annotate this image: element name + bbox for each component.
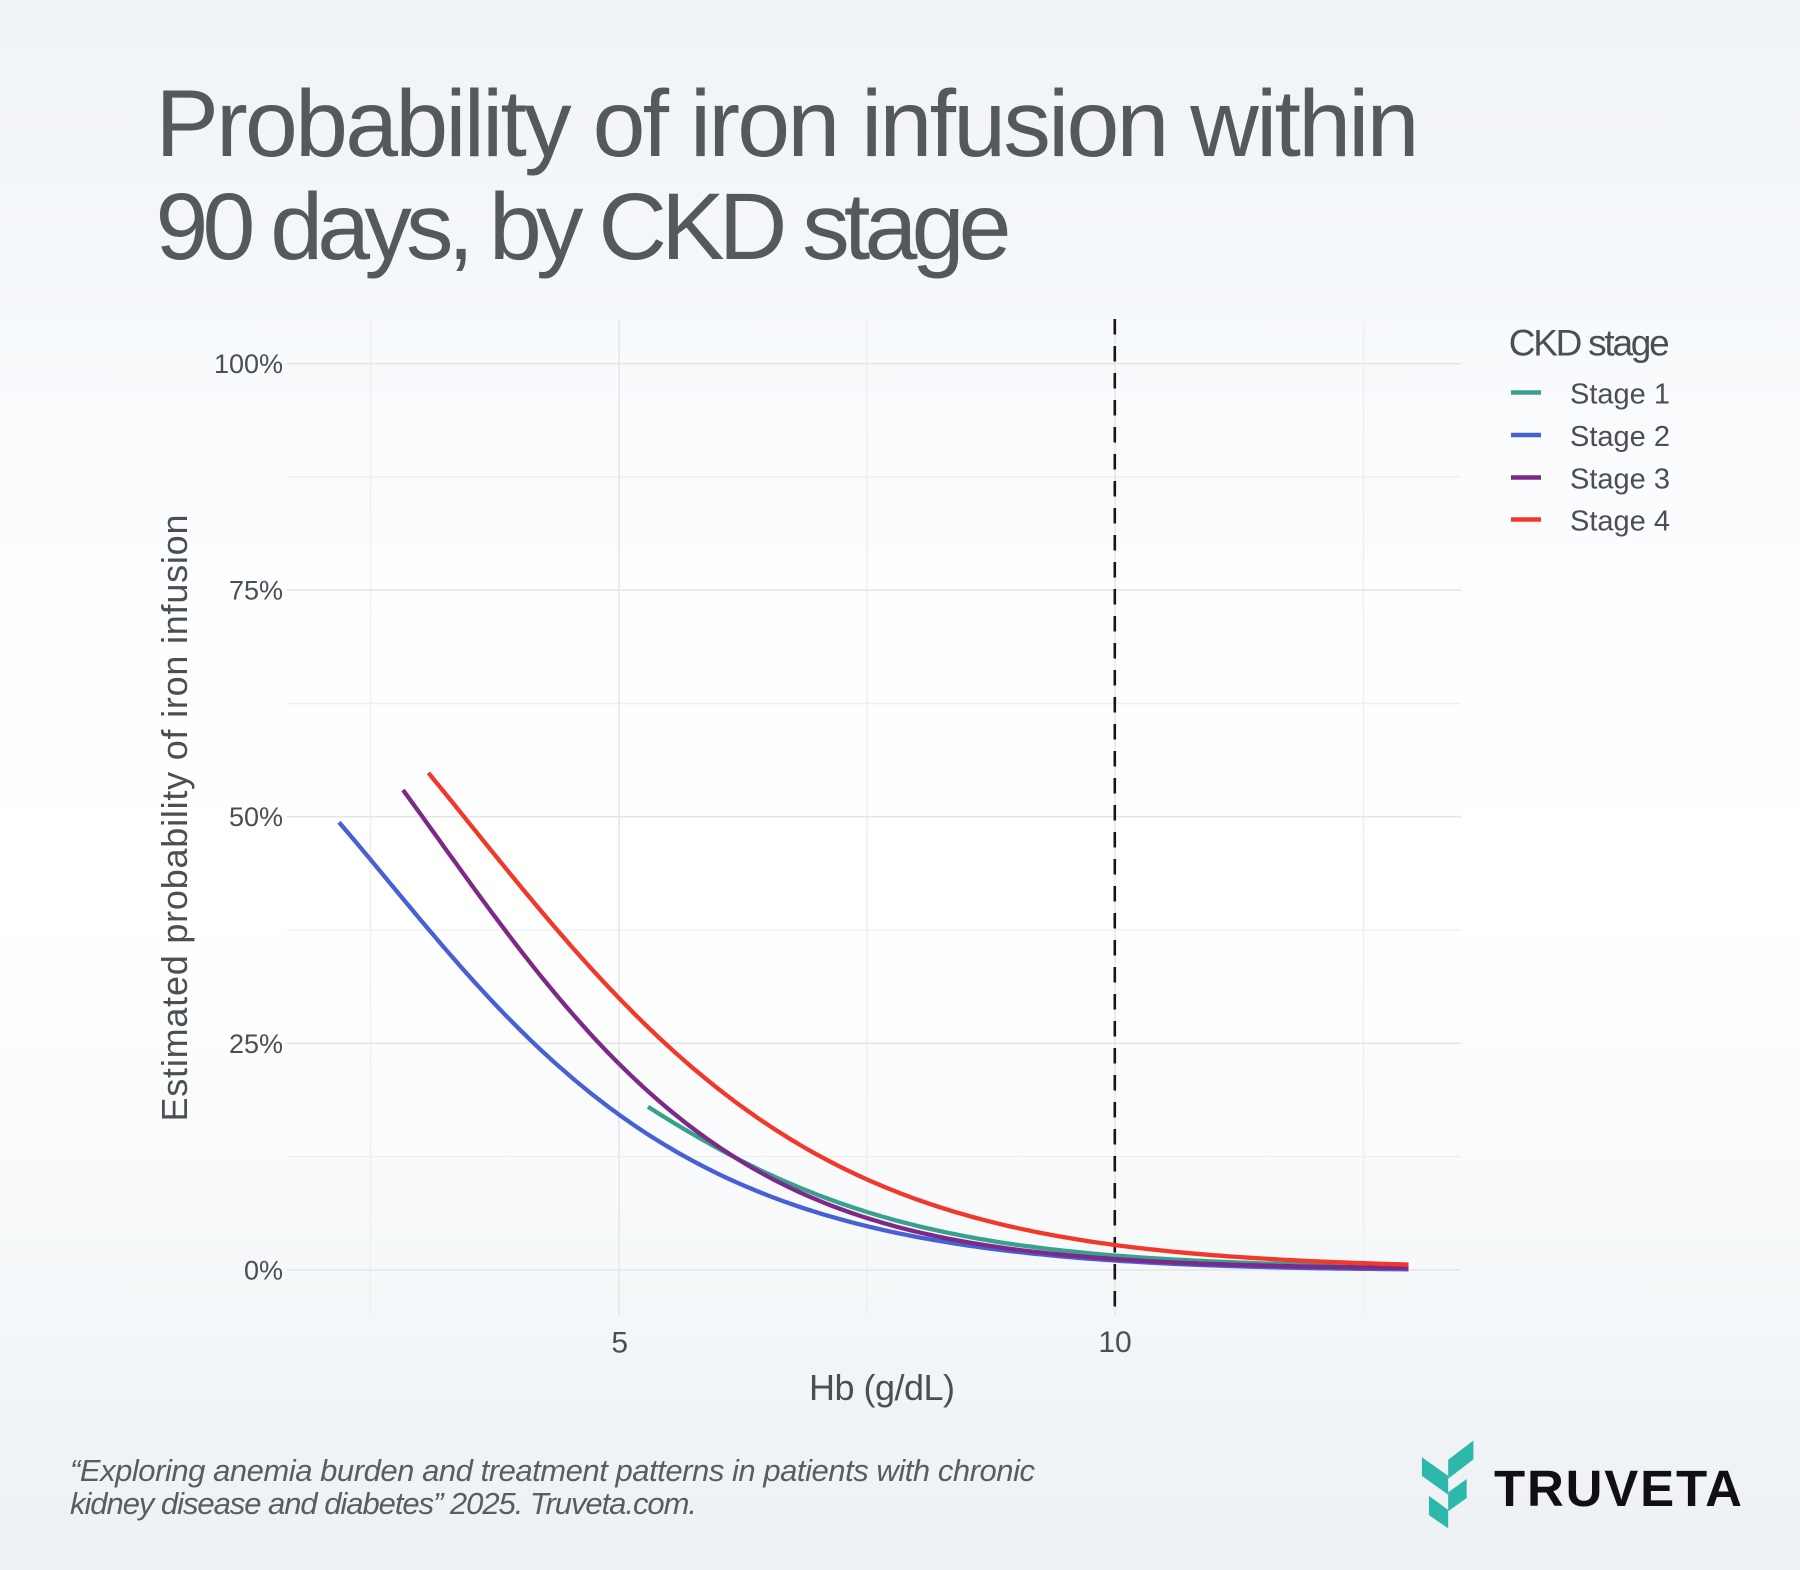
svg-text:Probability of iron infusion w: Probability of iron infusion within — [156, 71, 1420, 177]
svg-text:90 days, by CKD stage: 90 days, by CKD stage — [156, 174, 1012, 280]
svg-text:TRUVETA: TRUVETA — [1494, 1460, 1742, 1517]
svg-text:10: 10 — [1098, 1326, 1131, 1359]
svg-text:75%: 75% — [229, 576, 283, 606]
svg-text:50%: 50% — [229, 802, 283, 832]
svg-text:Stage 1: Stage 1 — [1570, 379, 1670, 411]
svg-text:Stage 4: Stage 4 — [1570, 506, 1670, 538]
svg-text:5: 5 — [611, 1327, 628, 1360]
svg-text:Stage 2: Stage 2 — [1570, 421, 1670, 453]
svg-text:Stage 3: Stage 3 — [1570, 464, 1670, 496]
svg-text:Hb (g/dL): Hb (g/dL) — [809, 1367, 955, 1408]
svg-text:25%: 25% — [229, 1029, 283, 1059]
svg-text:CKD stage: CKD stage — [1509, 323, 1670, 364]
svg-text:100%: 100% — [214, 349, 283, 379]
svg-text:kidney disease and diabetes” 2: kidney disease and diabetes” 2025. Truve… — [70, 1486, 697, 1521]
svg-text:0%: 0% — [244, 1256, 283, 1286]
svg-text:Estimated probability of iron: Estimated probability of iron infusion — [154, 515, 195, 1122]
svg-text:“Exploring anemia burden and t: “Exploring anemia burden and treatment p… — [70, 1453, 1036, 1488]
